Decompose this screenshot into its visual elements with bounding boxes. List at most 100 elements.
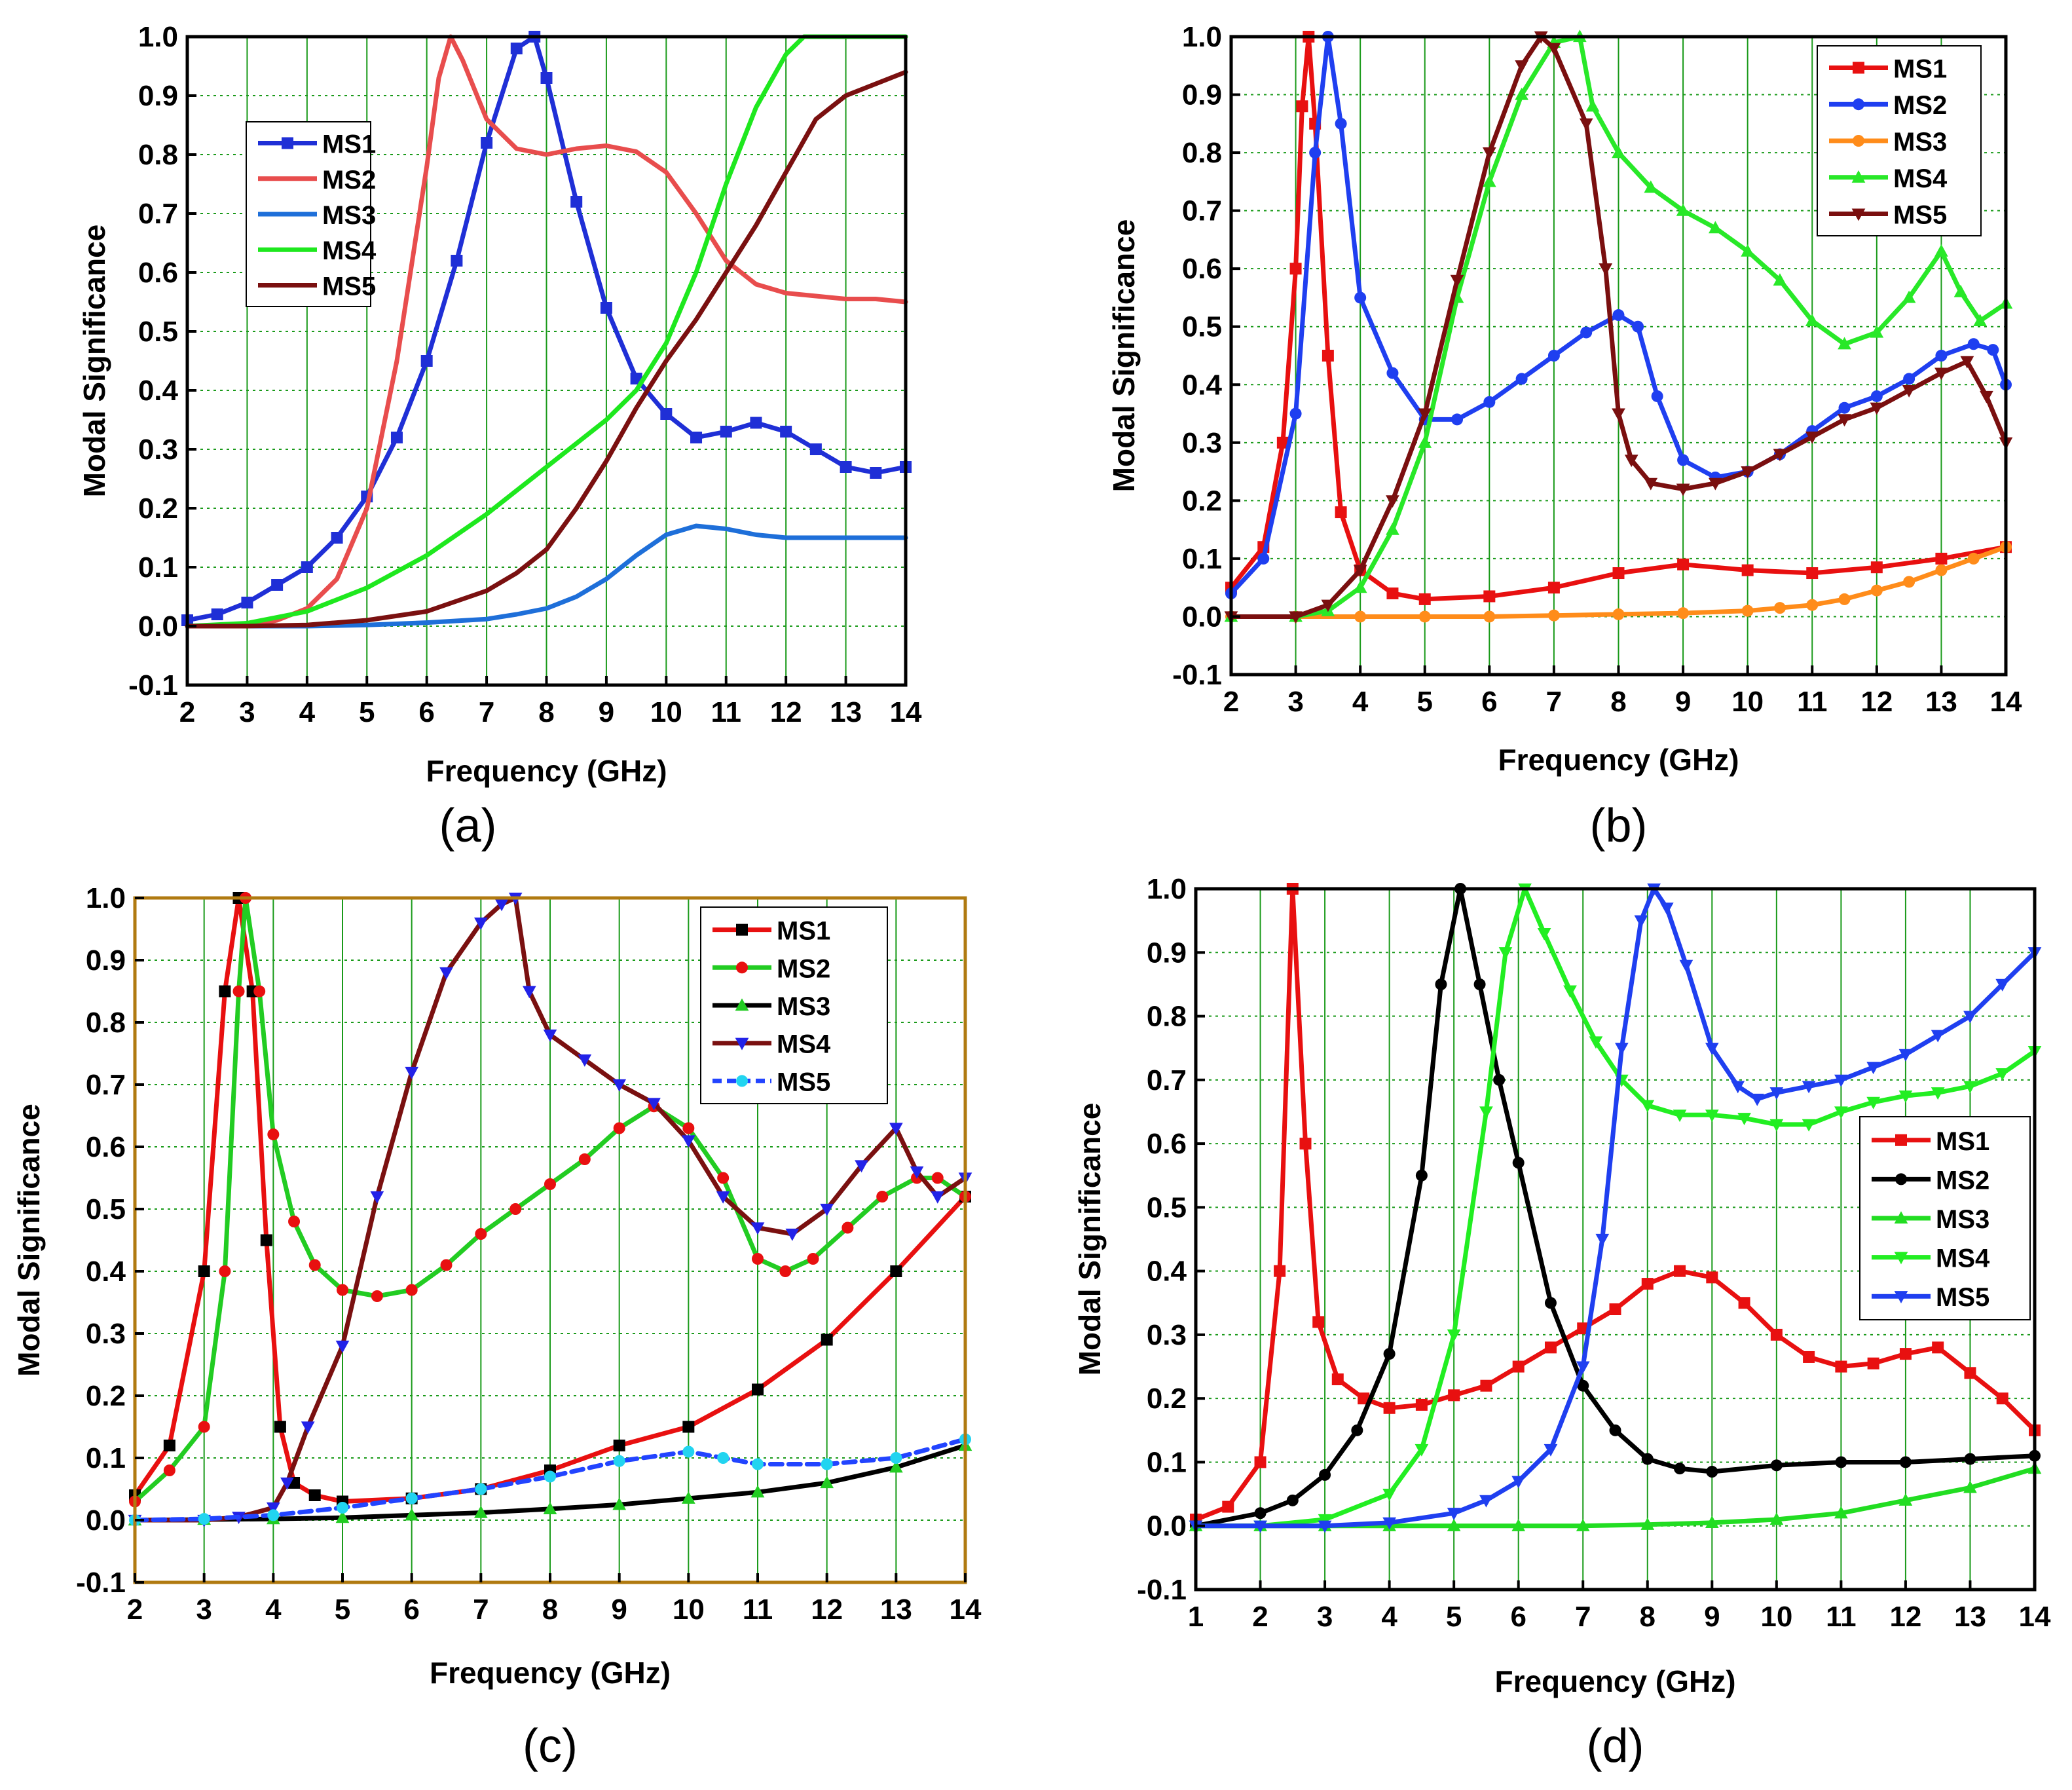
data-point bbox=[1706, 1271, 1718, 1284]
data-point bbox=[1931, 1087, 1945, 1100]
data-point bbox=[820, 1476, 834, 1489]
data-point bbox=[1331, 1373, 1344, 1385]
y-tick-label: 0.2 bbox=[1147, 1383, 1187, 1415]
legend-marker bbox=[282, 137, 293, 149]
y-tick-label: 0.6 bbox=[86, 1131, 126, 1163]
x-tick-label: 3 bbox=[239, 696, 255, 728]
data-point bbox=[1599, 263, 1613, 276]
data-point bbox=[1641, 1278, 1654, 1290]
y-tick-label: 0.5 bbox=[1182, 311, 1222, 343]
y-tick-label: 0.7 bbox=[86, 1069, 126, 1101]
data-point bbox=[1319, 1468, 1331, 1481]
x-tick-label: 12 bbox=[811, 1594, 843, 1626]
plot-frame bbox=[1194, 887, 2037, 1592]
legend-label: MS4 bbox=[1893, 164, 1948, 193]
data-point bbox=[1547, 350, 1560, 362]
x-tick-label: 11 bbox=[1797, 686, 1828, 718]
data-point bbox=[370, 1191, 384, 1204]
data-point bbox=[613, 1440, 625, 1451]
series-ms1 bbox=[1225, 31, 2012, 605]
data-point bbox=[1899, 1456, 1912, 1468]
data-point bbox=[522, 986, 536, 999]
y-tick-label: 0.6 bbox=[138, 257, 178, 289]
data-point bbox=[1479, 1495, 1493, 1508]
legend-label: MS5 bbox=[777, 1068, 830, 1096]
data-point bbox=[405, 1492, 418, 1504]
legend-label: MS4 bbox=[322, 236, 377, 265]
data-point bbox=[612, 1497, 627, 1510]
series-ms5 bbox=[1189, 883, 2042, 1533]
data-point bbox=[1589, 1036, 1603, 1049]
x-tick-label: 2 bbox=[1223, 686, 1239, 718]
data-point bbox=[682, 1122, 695, 1134]
data-point bbox=[1802, 1081, 1816, 1094]
data-point bbox=[1612, 408, 1625, 421]
data-point bbox=[1498, 947, 1513, 960]
x-tick-label: 8 bbox=[538, 696, 554, 728]
data-point bbox=[1838, 593, 1851, 605]
y-tick-label: 0.9 bbox=[1147, 937, 1187, 969]
data-point bbox=[1870, 325, 1884, 338]
data-point bbox=[219, 1265, 231, 1277]
data-point bbox=[266, 1502, 280, 1515]
data-point bbox=[1483, 590, 1496, 603]
data-point bbox=[163, 1440, 176, 1451]
x-tick-label: 8 bbox=[1640, 1601, 1656, 1633]
data-point bbox=[1511, 1476, 1526, 1489]
x-tick-label: 6 bbox=[403, 1594, 419, 1626]
data-point bbox=[198, 1265, 210, 1277]
data-point bbox=[1834, 1074, 1848, 1087]
data-point bbox=[1547, 582, 1560, 594]
data-point bbox=[1676, 203, 1690, 216]
x-tick-label: 11 bbox=[743, 1594, 773, 1626]
legend-marker bbox=[735, 1037, 749, 1051]
data-point bbox=[1963, 1081, 1977, 1094]
data-point bbox=[1644, 477, 1658, 491]
series-line bbox=[132, 895, 968, 1523]
data-point bbox=[211, 608, 223, 620]
data-point bbox=[1770, 1328, 1783, 1341]
data-point bbox=[1834, 1106, 1848, 1119]
data-point bbox=[163, 1464, 176, 1476]
x-tick-label: 7 bbox=[473, 1594, 489, 1626]
data-point bbox=[1222, 1501, 1234, 1513]
legend-label: MS3 bbox=[1936, 1205, 1989, 1234]
x-tick-label: 7 bbox=[479, 696, 494, 728]
data-point bbox=[543, 1502, 557, 1514]
data-point bbox=[439, 967, 453, 980]
y-tick-label: 0.2 bbox=[1182, 485, 1222, 517]
data-point bbox=[1299, 1138, 1312, 1150]
data-point bbox=[779, 1265, 792, 1277]
panel-label: (b) bbox=[1590, 800, 1648, 852]
data-point bbox=[1806, 599, 1819, 611]
data-point bbox=[855, 1160, 868, 1173]
x-tick-label: 2 bbox=[127, 1594, 143, 1626]
data-point bbox=[1838, 337, 1851, 350]
data-point bbox=[1624, 455, 1638, 468]
series-ms2 bbox=[1225, 31, 2012, 600]
data-point bbox=[1450, 274, 1464, 288]
data-point bbox=[1274, 1265, 1286, 1277]
data-point bbox=[1254, 1456, 1267, 1468]
data-point bbox=[1640, 1100, 1655, 1113]
data-point bbox=[1773, 449, 1787, 462]
data-point bbox=[271, 579, 284, 591]
x-tick-label: 10 bbox=[1760, 1601, 1792, 1633]
x-tick-label: 9 bbox=[1704, 1601, 1720, 1633]
data-point bbox=[405, 1508, 419, 1521]
y-tick-label: 0.5 bbox=[86, 1193, 126, 1225]
data-point bbox=[337, 1502, 348, 1514]
x-tick-label: 9 bbox=[599, 696, 614, 728]
y-tick-label: 0.0 bbox=[1147, 1510, 1187, 1542]
y-tick-label: 1.0 bbox=[138, 21, 178, 53]
data-point bbox=[807, 1253, 819, 1265]
data-point bbox=[274, 1421, 286, 1433]
data-point bbox=[544, 1470, 556, 1483]
legend-marker bbox=[1851, 208, 1866, 221]
data-point bbox=[870, 467, 882, 479]
data-point bbox=[1382, 1517, 1396, 1530]
legend-marker bbox=[736, 961, 748, 974]
y-tick-label: 0.4 bbox=[1147, 1256, 1187, 1288]
data-point bbox=[931, 1191, 945, 1204]
data-point bbox=[1354, 610, 1367, 623]
